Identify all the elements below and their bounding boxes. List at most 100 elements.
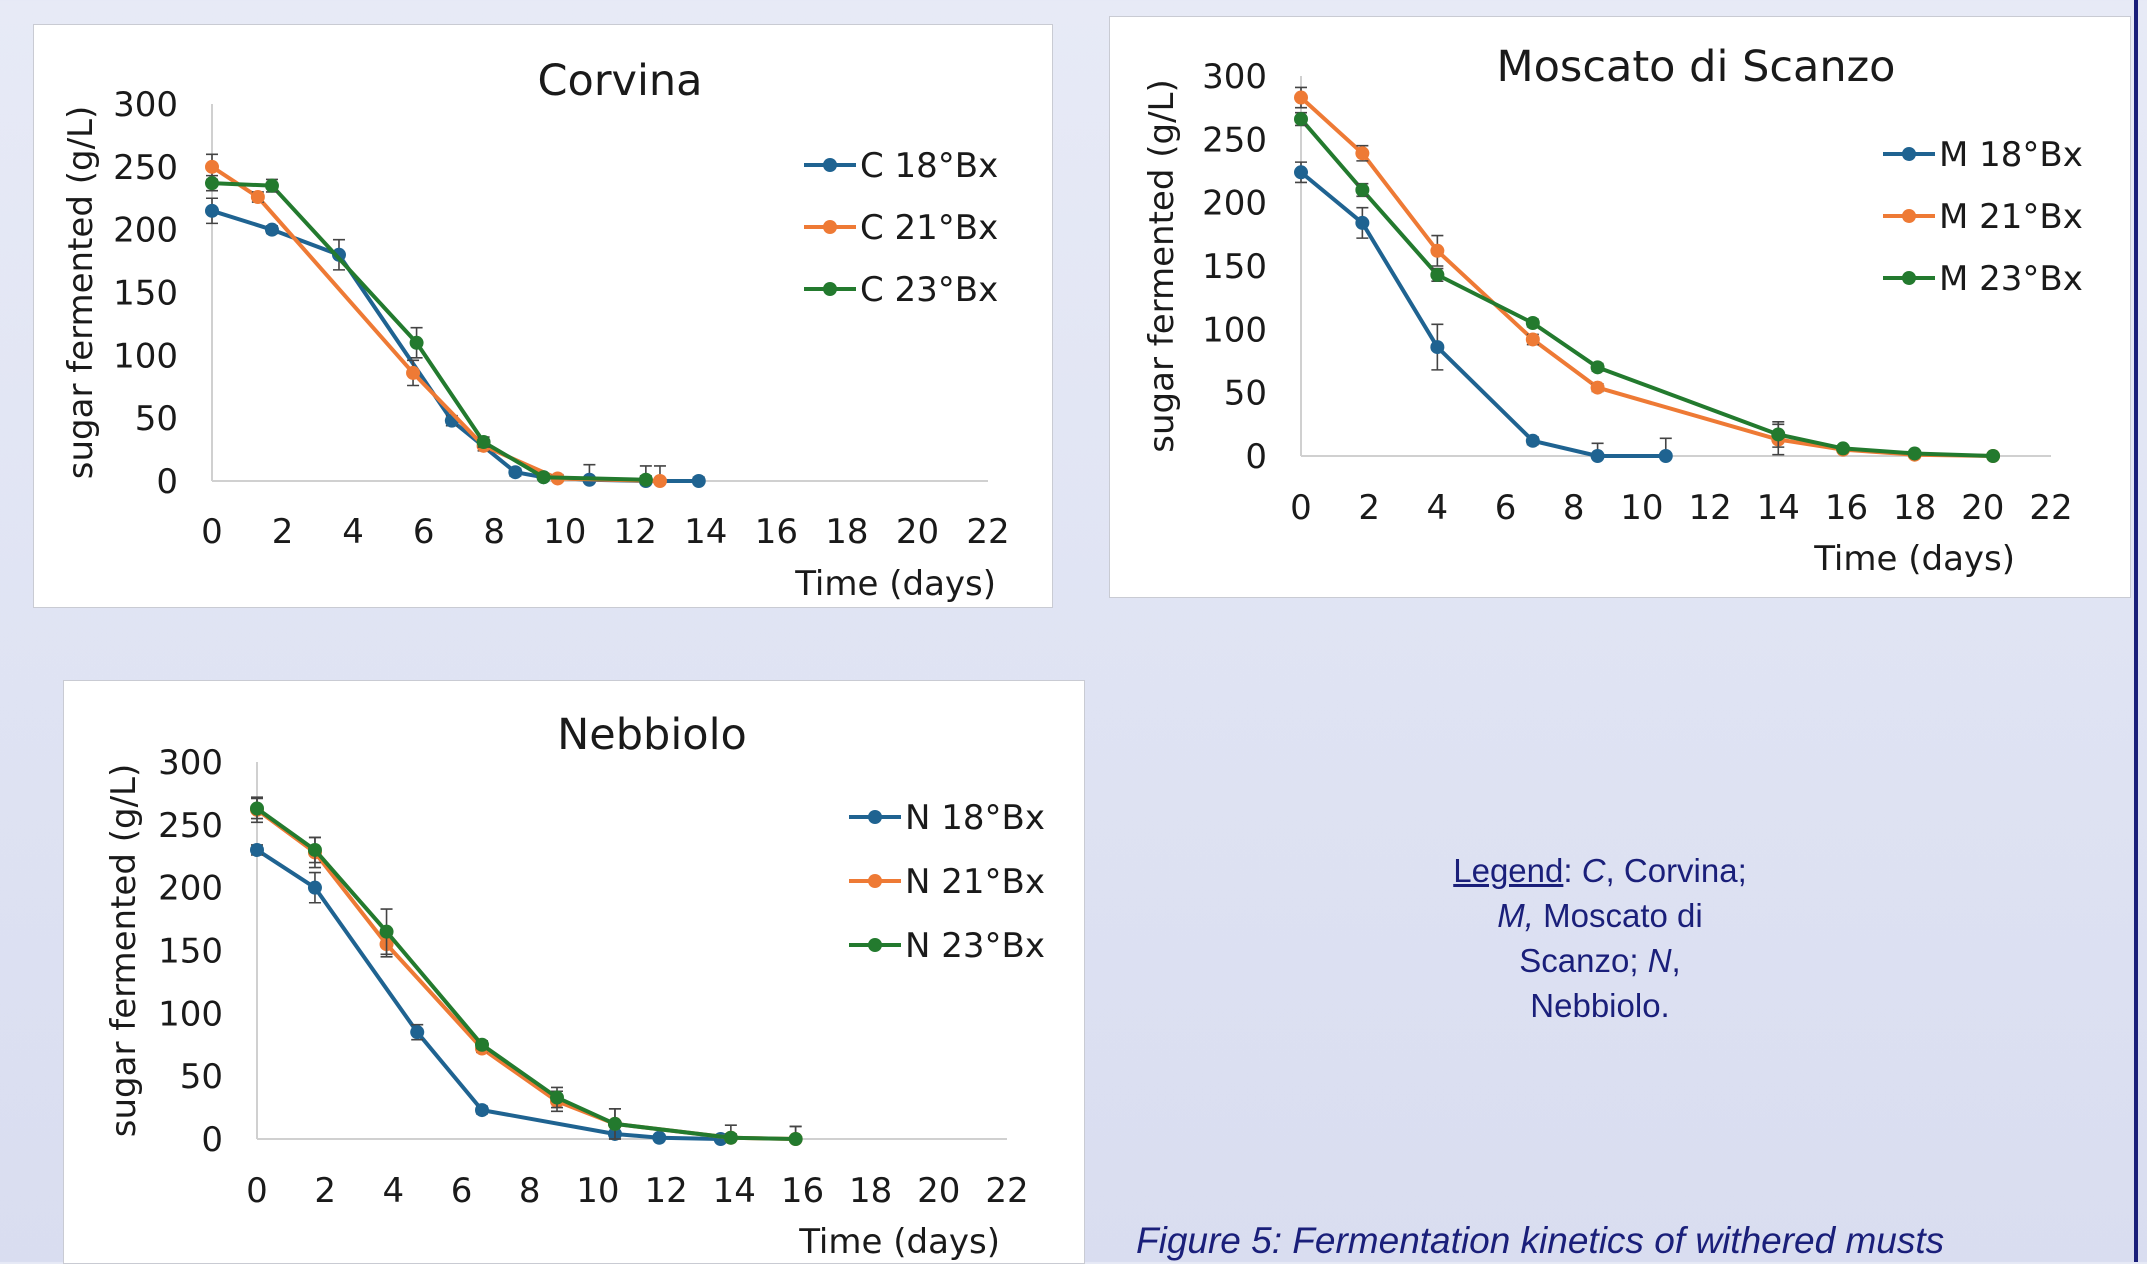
moscato-di-scanzo-point-m-18-bx-2	[1430, 340, 1445, 355]
corvina-y-tick-100: 100	[113, 336, 178, 376]
corvina-y-tick-250: 250	[113, 148, 178, 188]
moscato-di-scanzo-y-tick-300: 300	[1202, 57, 1267, 97]
moscato-di-scanzo-point-m-23-bx-1	[1355, 183, 1370, 197]
moscato-di-scanzo-legend-label-m-21-bx: M 21°Bx	[1939, 197, 2083, 237]
moscato-di-scanzo-x-tick-22: 22	[2029, 488, 2072, 528]
corvina-point-c-21-bx-0	[205, 159, 219, 174]
moscato-di-scanzo-point-m-23-bx-5	[1771, 427, 1786, 442]
nebbiolo-x-axis-label: Time (days)	[798, 1222, 1000, 1262]
corvina-line-c-18-bx	[211, 208, 699, 483]
corvina-x-tick-18: 18	[825, 512, 868, 552]
moscato-di-scanzo-point-m-23-bx-7	[1907, 446, 1922, 461]
nebbiolo-point-n-23-bx-5	[607, 1116, 622, 1131]
corvina-x-tick-22: 22	[966, 512, 1009, 552]
nebbiolo-point-n-18-bx-2	[410, 1025, 425, 1040]
corvina-x-tick-2: 2	[272, 512, 294, 552]
legend-note-key: Legend	[1453, 852, 1564, 889]
chart-moscato: Moscato di Scanzo 0 50 100 150 200 250 300 0 2 4 6 8…	[1142, 42, 2083, 579]
moscato-di-scanzo-legend-marker-m-21-bx	[1902, 209, 1916, 223]
moscato-di-scanzo-point-m-23-bx-0	[1294, 112, 1308, 127]
nebbiolo-point-n-23-bx-7	[788, 1132, 803, 1146]
corvina-x-tick-4: 4	[342, 512, 364, 552]
moscato-di-scanzo-legend-label-m-18-bx: M 18°Bx	[1939, 135, 2083, 175]
nebbiolo-point-n-18-bx-5	[652, 1130, 667, 1145]
nebbiolo-legend-label-n-18-bx: N 18°Bx	[905, 798, 1045, 838]
corvina-point-c-21-bx-2	[406, 365, 421, 380]
moscato-di-scanzo-x-axis-label: Time (days)	[1813, 539, 2015, 579]
nebbiolo-series-n-21-bx	[250, 796, 803, 1146]
moscato-di-scanzo-point-m-18-bx-1	[1355, 215, 1370, 230]
nebbiolo-x-tick-2: 2	[314, 1171, 336, 1211]
nebbiolo-y-tick-100: 100	[158, 994, 223, 1034]
moscato-di-scanzo-y-tick-0: 0	[1245, 437, 1267, 477]
legend-note-c-abbr: C	[1581, 852, 1606, 889]
nebbiolo-series-n-18-bx	[250, 842, 728, 1146]
nebbiolo-series-n-23-bx	[250, 797, 803, 1146]
nebbiolo-point-n-23-bx-0	[250, 801, 264, 816]
moscato-di-scanzo-y-tick-200: 200	[1202, 184, 1267, 224]
corvina-y-tick-50: 50	[135, 399, 178, 439]
moscato-di-scanzo-point-m-21-bx-3	[1525, 332, 1540, 347]
corvina-point-c-21-bx-5	[652, 474, 667, 488]
corvina-legend-label-c-23-bx: C 23°Bx	[860, 270, 998, 310]
nebbiolo-x-tick-8: 8	[519, 1171, 541, 1211]
moscato-di-scanzo-legend-marker-m-23-bx	[1902, 271, 1916, 285]
moscato-di-scanzo-point-m-18-bx-5	[1658, 449, 1673, 463]
nebbiolo-x-tick-12: 12	[644, 1171, 687, 1211]
legend-note-c-name: , Corvina;	[1605, 852, 1747, 889]
corvina-x-tick-0: 0	[201, 512, 223, 552]
moscato-di-scanzo-point-m-23-bx-8	[1986, 449, 2001, 463]
legend-note-m-name: Moscato di	[1533, 897, 1703, 934]
nebbiolo-y-tick-150: 150	[158, 932, 223, 972]
nebbiolo-line-n-23-bx	[255, 806, 796, 1141]
moscato-di-scanzo-y-tick-150: 150	[1202, 247, 1267, 287]
corvina-y-axis-label: sugar fermented (g/L)	[61, 106, 101, 479]
moscato-di-scanzo-x-tick-6: 6	[1495, 488, 1517, 528]
corvina-point-c-21-bx-1	[250, 189, 265, 204]
nebbiolo-point-n-23-bx-2	[379, 924, 394, 939]
legend-note-line-2: M, Moscato di	[1330, 893, 1870, 938]
nebbiolo-legend-marker-n-18-bx	[868, 810, 882, 824]
moscato-di-scanzo-legend-label-m-23-bx: M 23°Bx	[1939, 259, 2083, 299]
moscato-di-scanzo-point-m-21-bx-0	[1294, 90, 1308, 105]
nebbiolo-legend-label-n-23-bx: N 23°Bx	[905, 926, 1045, 966]
nebbiolo-x-tick-22: 22	[985, 1171, 1028, 1211]
nebbiolo-line-n-21-bx	[255, 808, 796, 1141]
moscato-di-scanzo-y-tick-100: 100	[1202, 310, 1267, 350]
nebbiolo-point-n-23-bx-1	[307, 842, 322, 857]
moscato-di-scanzo-y-axis-label: sugar fermented (g/L)	[1142, 79, 1182, 452]
chart-nebbiolo: Nebbiolo 0 50 100 150 200 250 300 0 2 4 6 8 10 12 14 16 1…	[104, 710, 1045, 1262]
chart-panel-moscato: Moscato di Scanzo 0 50 100 150 200 250 300 0 2 4 6 8…	[1109, 16, 2131, 598]
moscato-di-scanzo-x-tick-16: 16	[1825, 488, 1868, 528]
moscato-di-scanzo-x-tick-0: 0	[1290, 488, 1312, 528]
corvina-title: Corvina	[537, 56, 702, 106]
moscato-di-scanzo-x-tick-12: 12	[1688, 488, 1731, 528]
moscato-di-scanzo-point-m-21-bx-1	[1355, 146, 1370, 161]
corvina-point-c-23-bx-3	[476, 435, 491, 450]
moscato-di-scanzo-series-m-21-bx	[1294, 86, 2001, 463]
moscato-di-scanzo-series-m-18-bx	[1294, 161, 1673, 463]
legend-note-line3: Scanzo;	[1519, 942, 1648, 979]
moscato-di-scanzo-point-m-23-bx-6	[1836, 441, 1851, 456]
corvina-series-c-21-bx	[205, 153, 667, 488]
corvina-series-c-23-bx	[205, 174, 653, 487]
corvina-point-c-18-bx-2	[331, 247, 346, 262]
corvina-x-tick-12: 12	[614, 512, 657, 552]
corvina-x-tick-14: 14	[684, 512, 727, 552]
chart-panel-nebbiolo: Nebbiolo 0 50 100 150 200 250 300 0 2 4 6 8 10 12 14 16 1…	[63, 680, 1085, 1264]
legend-note-line-3: Scanzo; N,	[1330, 938, 1870, 983]
moscato-di-scanzo-x-tick-20: 20	[1961, 488, 2004, 528]
corvina-legend-marker-c-18-bx	[823, 158, 837, 172]
nebbiolo-y-tick-0: 0	[201, 1120, 223, 1160]
moscato-di-scanzo-point-m-18-bx-3	[1525, 433, 1540, 448]
nebbiolo-x-tick-0: 0	[246, 1171, 268, 1211]
nebbiolo-y-tick-50: 50	[180, 1057, 223, 1097]
nebbiolo-line-n-18-bx	[255, 848, 721, 1141]
moscato-di-scanzo-line-m-18-bx	[1299, 170, 1666, 458]
corvina-x-tick-20: 20	[896, 512, 939, 552]
figure-caption: Figure 5: Fermentation kinetics of withe…	[1136, 1220, 1945, 1261]
corvina-legend-label-c-18-bx: C 18°Bx	[860, 146, 998, 186]
corvina-line-c-21-bx	[210, 165, 661, 483]
corvina-point-c-23-bx-2	[409, 335, 424, 350]
nebbiolo-x-tick-18: 18	[849, 1171, 892, 1211]
